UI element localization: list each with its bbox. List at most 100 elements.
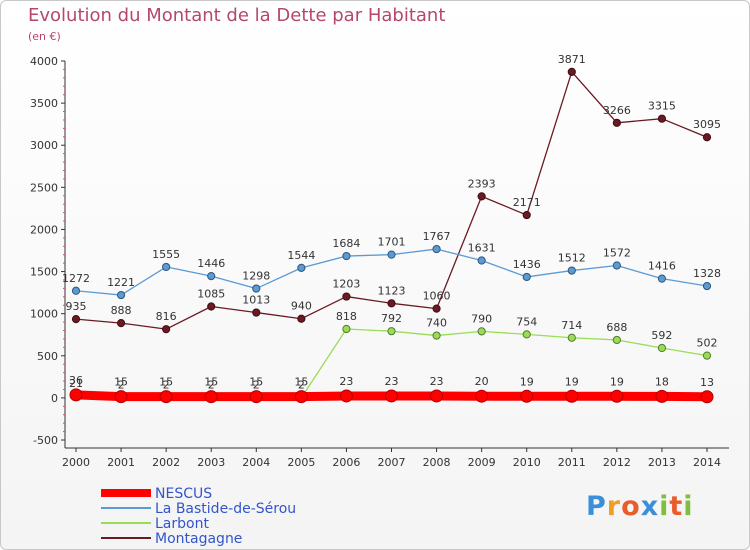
x-tick-label: 2013 xyxy=(648,456,676,469)
data-label: 19 xyxy=(565,375,579,388)
data-label: 15 xyxy=(159,376,173,389)
data-point xyxy=(655,389,669,403)
data-point xyxy=(657,274,667,283)
legend-label: La Bastide-de-Sérou xyxy=(155,501,296,517)
y-tick-label: 4000 xyxy=(30,55,58,68)
data-point xyxy=(116,318,126,328)
data-point xyxy=(342,324,351,334)
x-tick-label: 2011 xyxy=(558,456,586,469)
data-point xyxy=(387,250,396,259)
data-point xyxy=(567,67,576,76)
data-label: 1298 xyxy=(242,270,270,283)
data-label: 1572 xyxy=(603,246,631,259)
data-point xyxy=(342,292,351,301)
y-tick-label: 1500 xyxy=(30,266,58,279)
data-point xyxy=(477,256,486,265)
data-point xyxy=(207,302,216,311)
data-label: 20 xyxy=(475,375,489,388)
x-tick-label: 2000 xyxy=(62,456,90,469)
data-point xyxy=(475,389,489,403)
data-label: 1123 xyxy=(378,284,406,297)
y-tick-label: 3500 xyxy=(30,97,58,110)
data-label: 502 xyxy=(697,337,718,350)
data-label: 1203 xyxy=(332,278,360,291)
data-point xyxy=(69,388,83,402)
data-label: 1684 xyxy=(332,237,360,250)
data-label: 19 xyxy=(520,375,534,388)
data-label: 15 xyxy=(114,376,128,389)
proxiti-logo: Proxiti xyxy=(586,491,694,522)
data-point xyxy=(249,390,263,404)
data-label: 1446 xyxy=(197,257,225,270)
data-label: 15 xyxy=(249,376,263,389)
data-label: 2 xyxy=(253,379,260,392)
data-label: 23 xyxy=(339,375,353,388)
chart-title: Evolution du Montant de la Dette par Hab… xyxy=(28,5,446,26)
series-1 xyxy=(71,244,712,300)
legend-label: NESCUS xyxy=(155,486,212,502)
data-point xyxy=(432,331,441,340)
data-label: 3266 xyxy=(603,104,631,117)
data-point xyxy=(71,315,81,324)
data-point xyxy=(252,284,261,293)
y-tick-label: 2500 xyxy=(30,181,58,194)
data-label: 1631 xyxy=(468,242,496,255)
data-label: 13 xyxy=(700,376,714,389)
legend-label: Larbont xyxy=(155,516,209,532)
chart-series xyxy=(69,67,714,404)
data-point xyxy=(700,390,714,404)
data-label: 935 xyxy=(66,300,87,313)
data-label: 2 xyxy=(163,379,170,392)
y-tick-label: 1000 xyxy=(30,308,58,321)
data-label: 2393 xyxy=(468,177,496,190)
data-label: 888 xyxy=(111,304,132,317)
data-point xyxy=(702,133,712,142)
legend-label: Montagagne xyxy=(155,531,242,547)
data-label: 2 xyxy=(298,379,305,392)
x-tick-label: 2003 xyxy=(197,456,225,469)
data-point xyxy=(520,389,534,403)
x-tick-label: 2005 xyxy=(287,456,315,469)
data-label: 18 xyxy=(655,375,669,388)
data-label: 3871 xyxy=(558,53,586,66)
data-label: 792 xyxy=(381,312,402,325)
x-tick-label: 2009 xyxy=(468,456,496,469)
data-label: 1328 xyxy=(693,267,721,280)
data-label: 1272 xyxy=(62,272,90,285)
data-point xyxy=(567,266,576,275)
logo-letter: r xyxy=(606,491,622,522)
data-label: 1013 xyxy=(242,294,270,307)
y-tick-label: 500 xyxy=(37,350,58,363)
data-label: 1544 xyxy=(287,249,315,262)
data-point xyxy=(294,390,308,404)
logo-letter: t xyxy=(669,491,684,522)
data-label: 23 xyxy=(430,375,444,388)
data-label: 940 xyxy=(291,300,312,313)
data-point xyxy=(207,272,216,281)
data-label: 754 xyxy=(516,315,537,328)
y-tick-label: 2000 xyxy=(30,223,58,236)
data-label: 592 xyxy=(651,329,672,342)
data-point xyxy=(339,389,353,403)
data-point xyxy=(162,325,171,334)
data-label: 1221 xyxy=(107,276,135,289)
x-tick-label: 2008 xyxy=(423,456,451,469)
x-tick-label: 2007 xyxy=(378,456,406,469)
data-point xyxy=(387,327,396,336)
data-label: 1416 xyxy=(648,260,676,273)
data-label: 688 xyxy=(606,321,627,334)
data-point xyxy=(114,390,128,404)
data-label: 15 xyxy=(204,376,218,389)
logo-letter: i xyxy=(683,491,694,522)
data-point xyxy=(477,192,486,201)
x-tick-label: 2004 xyxy=(242,456,270,469)
data-label: 1767 xyxy=(423,230,451,243)
data-point xyxy=(297,314,306,323)
data-point xyxy=(162,262,171,272)
chart-unit: (en €) xyxy=(28,30,61,43)
y-tick-label: 3000 xyxy=(30,139,58,152)
data-point xyxy=(432,304,441,313)
data-label: 1436 xyxy=(513,258,541,271)
data-point xyxy=(252,308,261,317)
